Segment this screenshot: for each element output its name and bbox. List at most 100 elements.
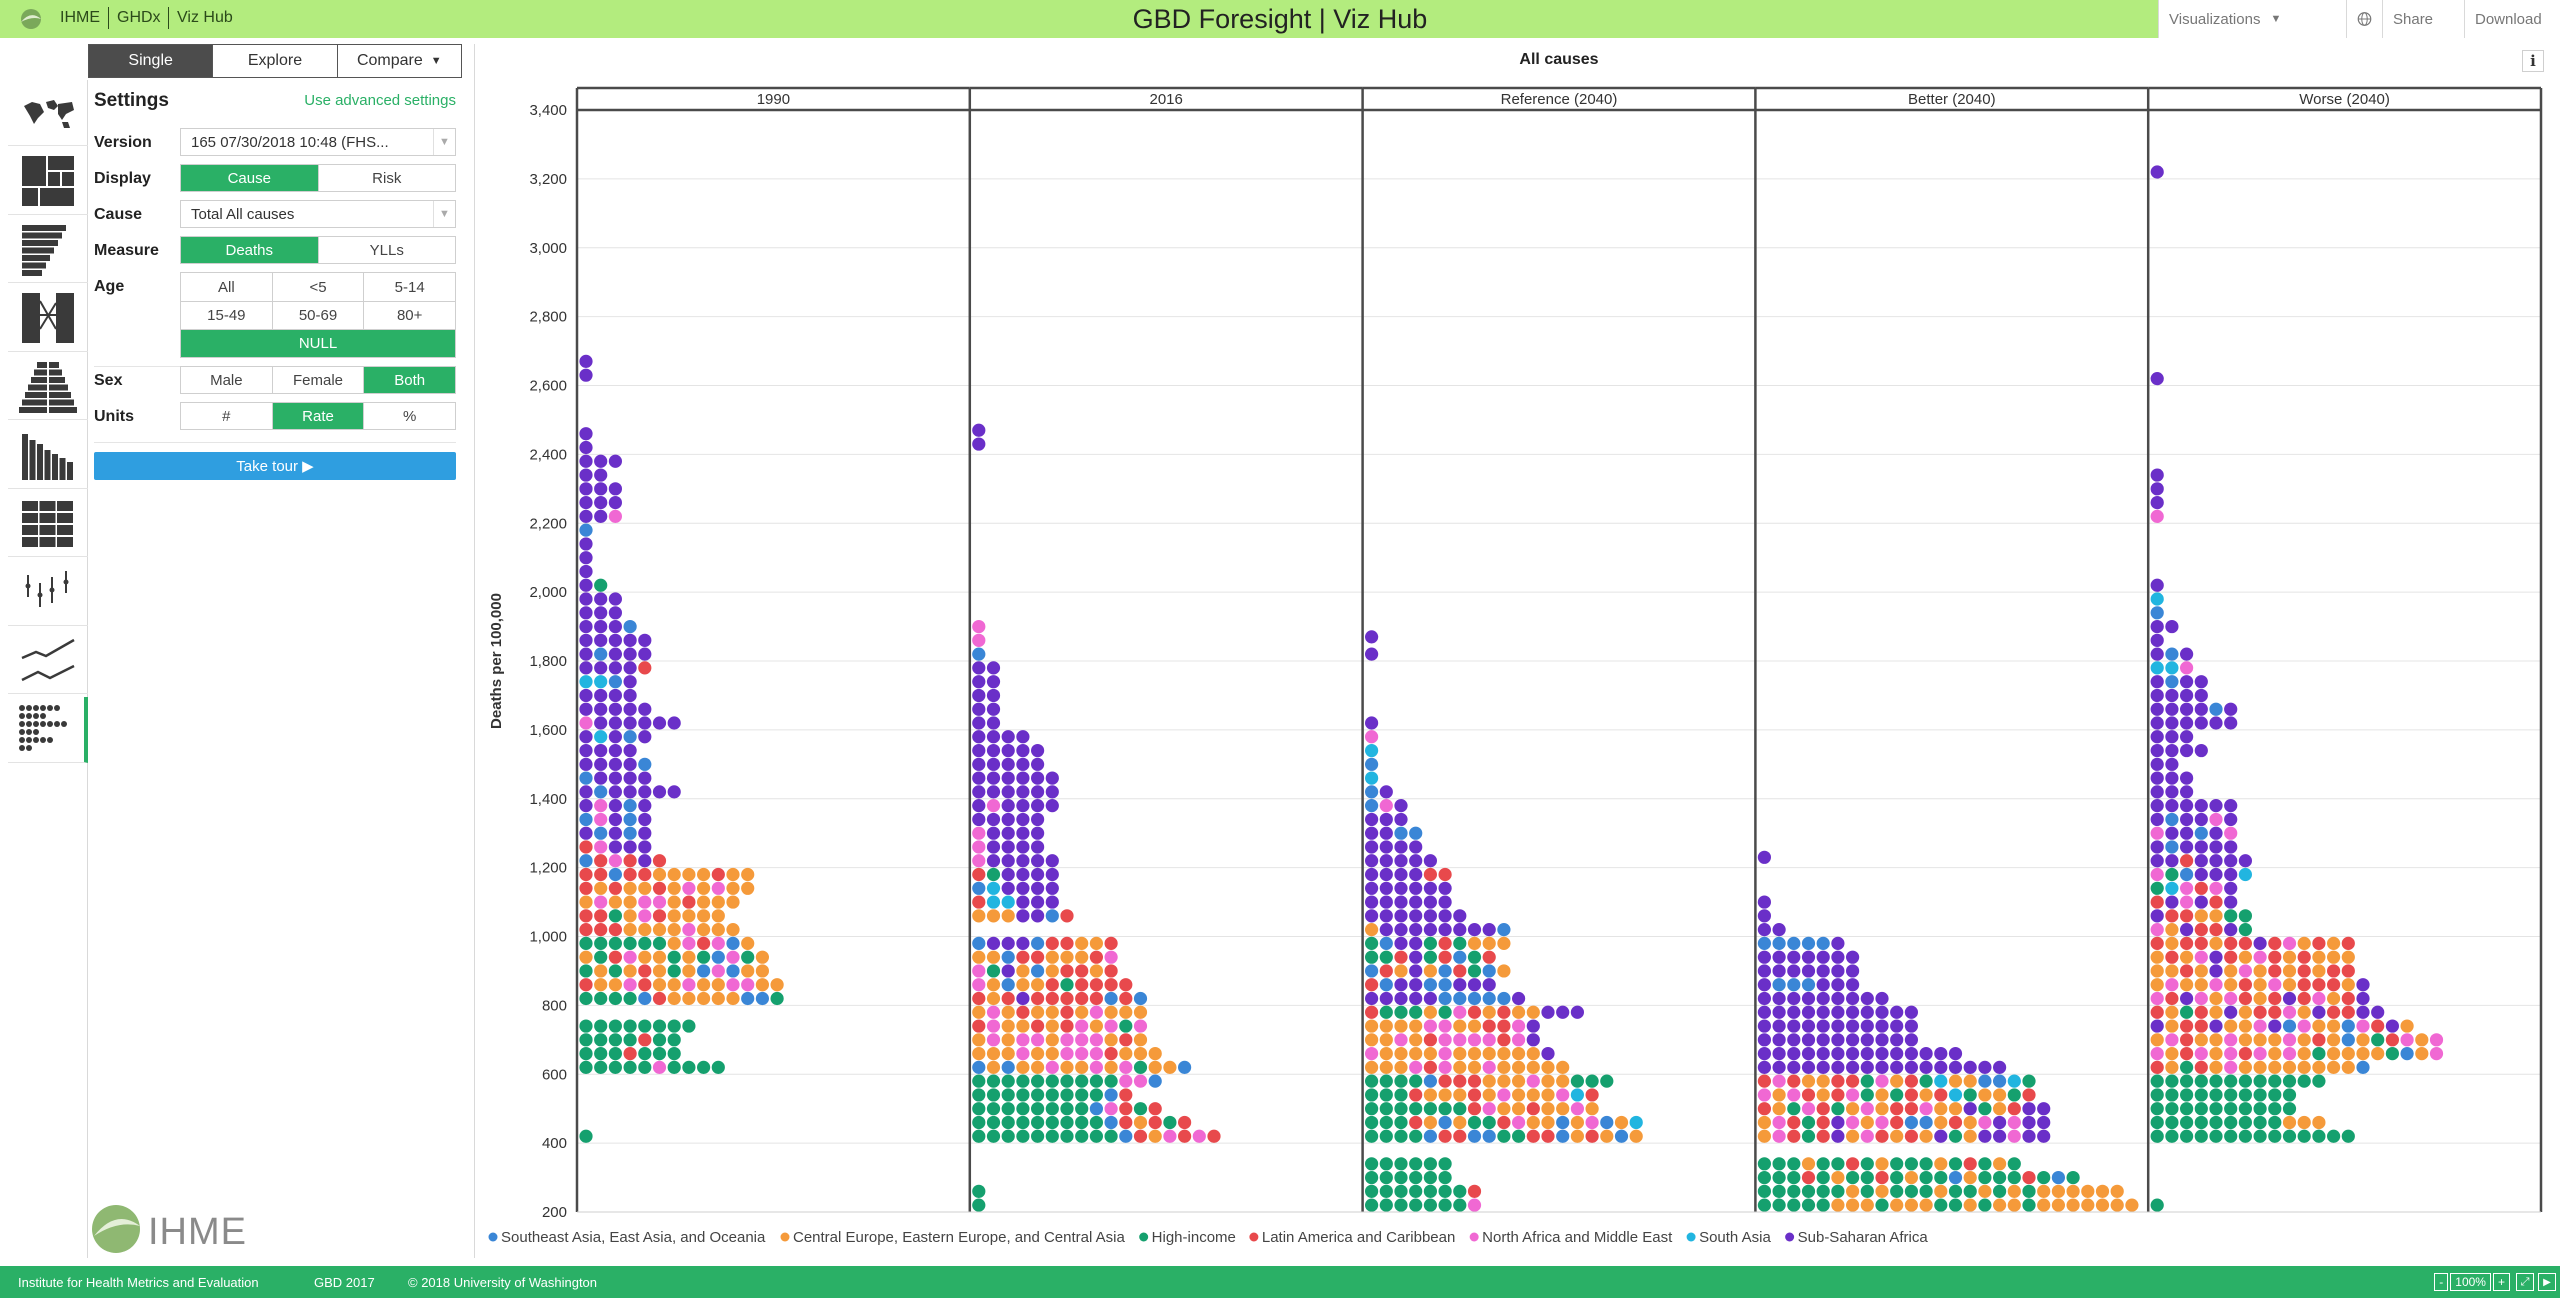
data-point <box>2238 1033 2252 1047</box>
data-point <box>1045 950 1059 964</box>
data-point <box>1031 1005 1045 1019</box>
download-button[interactable]: Download <box>2464 0 2560 38</box>
data-point <box>2150 716 2164 730</box>
rail-item-stacked-bar[interactable] <box>8 423 88 489</box>
data-point <box>2194 991 2208 1006</box>
ghdx-link[interactable]: GHDx <box>117 9 161 26</box>
data-point <box>652 1019 667 1033</box>
share-button[interactable]: Share <box>2382 0 2464 38</box>
data-point <box>623 675 637 689</box>
language-button[interactable] <box>2346 0 2382 38</box>
age-15-49-option[interactable]: 15-49 <box>207 307 246 324</box>
sex-male-option[interactable]: Male <box>181 367 272 393</box>
data-point <box>1846 978 1860 992</box>
data-point <box>2209 895 2223 909</box>
age-50-69-option[interactable]: 50-69 <box>271 302 364 329</box>
data-point <box>638 867 652 882</box>
advanced-settings-link[interactable]: Use advanced settings <box>304 92 456 109</box>
data-point <box>1119 1102 1133 1116</box>
rail-item-line-chart[interactable] <box>8 628 88 694</box>
data-point <box>1178 1060 1192 1074</box>
data-point <box>1423 1184 1437 1198</box>
rail-item-beeswarm[interactable] <box>8 696 88 763</box>
version-select[interactable]: 165 07/30/2018 10:48 (FHS... ▼ <box>180 128 456 156</box>
data-point <box>1409 1102 1423 1116</box>
data-point <box>579 1129 593 1143</box>
data-point <box>2312 1115 2326 1130</box>
data-point <box>1948 1060 1963 1074</box>
data-point <box>2165 826 2179 840</box>
data-point <box>594 716 608 730</box>
take-tour-button[interactable]: Take tour ▶ <box>94 452 456 480</box>
age-5-14-option[interactable]: 5-14 <box>363 273 455 301</box>
sex-both-option[interactable]: Both <box>363 367 456 393</box>
data-point <box>579 812 593 827</box>
data-point <box>1585 1102 1599 1116</box>
units-rate-option[interactable]: Rate <box>271 403 364 429</box>
data-point <box>1772 964 1786 978</box>
rail-item-world-map[interactable] <box>8 80 88 146</box>
rail-item-arrow-diagram[interactable] <box>8 286 88 352</box>
data-point <box>1060 1046 1074 1061</box>
data-point <box>2341 1033 2355 1047</box>
data-point <box>1409 840 1423 854</box>
data-point <box>2180 743 2194 758</box>
data-point <box>1978 1060 1992 1074</box>
age-null-option[interactable]: NULL <box>181 330 455 357</box>
info-icon[interactable]: i <box>2522 50 2544 72</box>
tab-compare[interactable]: Compare ▼ <box>336 45 461 77</box>
age-80plus-option[interactable]: 80+ <box>363 302 455 329</box>
data-point <box>1365 1157 1379 1171</box>
y-tick-label: 3,000 <box>529 240 567 257</box>
units-number-option[interactable]: # <box>181 403 272 429</box>
data-point <box>711 881 725 895</box>
rail-item-uncertainty[interactable] <box>8 560 88 626</box>
age-all-option[interactable]: All <box>218 278 235 296</box>
rail-item-heatmap[interactable] <box>8 491 88 557</box>
data-point <box>2224 991 2238 1006</box>
zoom-out-button[interactable]: - <box>2434 1273 2449 1291</box>
play-icon[interactable]: ▶ <box>2538 1273 2556 1291</box>
data-point <box>608 743 622 758</box>
cause-select[interactable]: Total All causes ▼ <box>180 200 456 228</box>
rail-item-ranking[interactable] <box>8 217 88 283</box>
data-point <box>1801 1033 1816 1047</box>
data-point <box>1453 1198 1467 1212</box>
data-point <box>2282 1102 2297 1116</box>
data-point <box>579 468 593 482</box>
data-point <box>1075 950 1089 964</box>
sex-female-option[interactable]: Female <box>271 367 364 393</box>
data-point <box>1001 1074 1015 1088</box>
data-point <box>2150 633 2164 647</box>
tab-explore[interactable]: Explore <box>212 45 337 77</box>
measure-deaths-option[interactable]: Deaths <box>181 237 318 263</box>
data-point <box>1045 1074 1059 1088</box>
data-point <box>667 909 681 923</box>
viz-hub-link[interactable]: Viz Hub <box>177 9 233 26</box>
visualizations-menu[interactable]: Visualizations ▼ <box>2158 0 2346 38</box>
zoom-in-button[interactable]: + <box>2492 1273 2510 1291</box>
measure-ylls-option[interactable]: YLLs <box>317 237 455 263</box>
data-point <box>1365 785 1379 799</box>
fullscreen-icon[interactable]: ⤢ <box>2516 1273 2534 1291</box>
ihme-logo-icon[interactable] <box>18 8 44 30</box>
data-point <box>2022 1102 2036 1116</box>
units-percent-option[interactable]: % <box>363 403 456 429</box>
display-cause-option[interactable]: Cause <box>181 165 318 191</box>
data-point <box>1860 1074 1874 1088</box>
data-point <box>608 454 622 468</box>
data-point <box>741 936 755 950</box>
data-point <box>1453 950 1467 964</box>
sex-label: Sex <box>94 372 123 389</box>
display-risk-option[interactable]: Risk <box>317 165 455 191</box>
data-point <box>1816 1019 1830 1033</box>
data-point <box>638 633 652 647</box>
data-point <box>1379 1074 1393 1088</box>
ihme-link[interactable]: IHME <box>60 9 100 26</box>
rail-item-pyramid[interactable] <box>8 354 88 420</box>
tab-single[interactable]: Single <box>89 45 213 77</box>
rail-item-treemap[interactable] <box>8 149 88 215</box>
y-tick-label: 3,200 <box>529 171 567 188</box>
data-point <box>1031 964 1045 978</box>
age-under5-option[interactable]: <5 <box>271 273 364 301</box>
